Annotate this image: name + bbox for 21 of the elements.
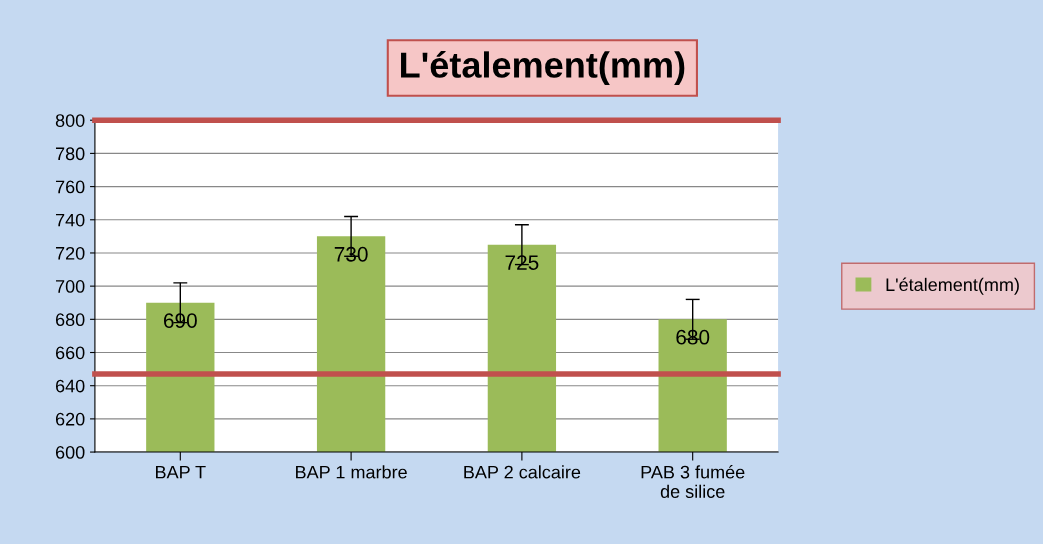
x-tick-label: BAP T (156, 465, 206, 479)
y-tick-label: 660 (55, 346, 85, 360)
y-tick-label: 800 (55, 114, 85, 127)
x-tick-label: BAP 1 marbre (296, 465, 407, 479)
data-label: 725 (505, 255, 539, 270)
y-tick-label: 620 (55, 412, 85, 426)
data-label: 730 (334, 246, 368, 262)
legend-label: L'étalement(mm) (886, 277, 1019, 295)
y-tick-label: 700 (55, 280, 85, 293)
data-label: 680 (676, 329, 710, 345)
y-tick-label: 740 (55, 213, 85, 227)
x-tick-label: BAP 2 calcaire (464, 465, 581, 479)
y-tick-label: 680 (55, 313, 85, 327)
y-tick-label: 600 (55, 446, 85, 459)
y-tick-label: 760 (55, 180, 85, 194)
x-tick-label: PAB 3 fumée de silice (641, 465, 745, 498)
y-tick-label: 640 (55, 379, 85, 393)
data-label: 690 (163, 313, 197, 328)
y-tick-label: 780 (55, 147, 85, 161)
y-tick-label: 720 (55, 246, 85, 260)
chart-title: L'étalement(mm) (401, 51, 685, 85)
